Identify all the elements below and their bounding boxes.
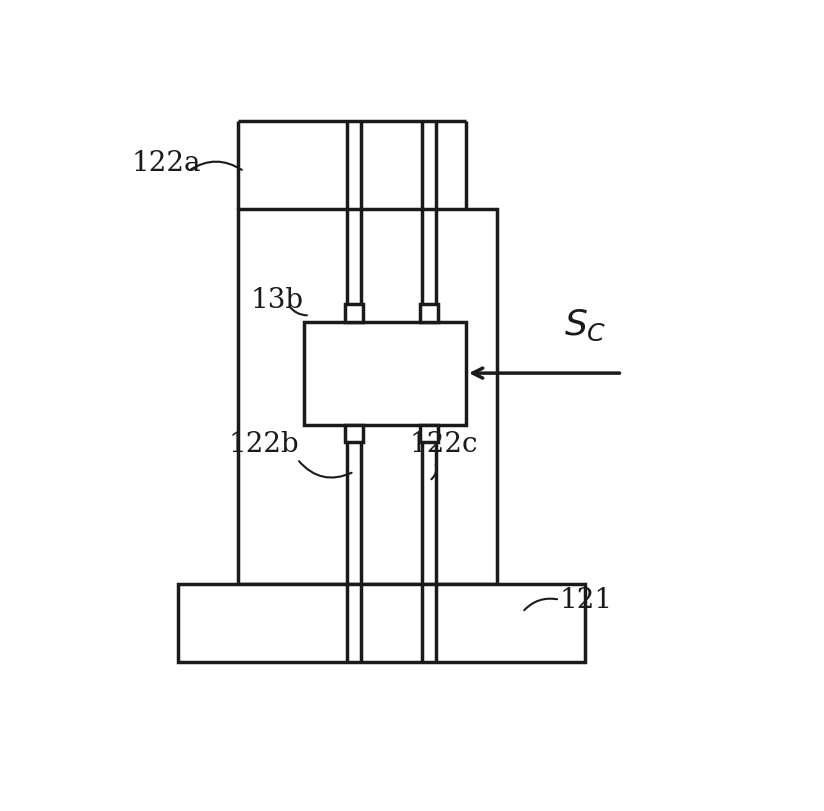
Bar bbox=[179, 585, 585, 663]
Text: 122c: 122c bbox=[410, 431, 478, 457]
Bar bbox=[345, 305, 363, 322]
Bar bbox=[420, 305, 438, 322]
Text: 13b: 13b bbox=[250, 287, 303, 314]
Bar bbox=[303, 322, 466, 425]
Bar bbox=[238, 210, 498, 585]
Text: 121: 121 bbox=[559, 586, 613, 613]
Bar bbox=[420, 425, 438, 443]
Text: 122b: 122b bbox=[228, 431, 299, 457]
Bar bbox=[345, 425, 363, 443]
Text: $S_C$: $S_C$ bbox=[564, 307, 606, 342]
Text: 122a: 122a bbox=[132, 149, 201, 176]
